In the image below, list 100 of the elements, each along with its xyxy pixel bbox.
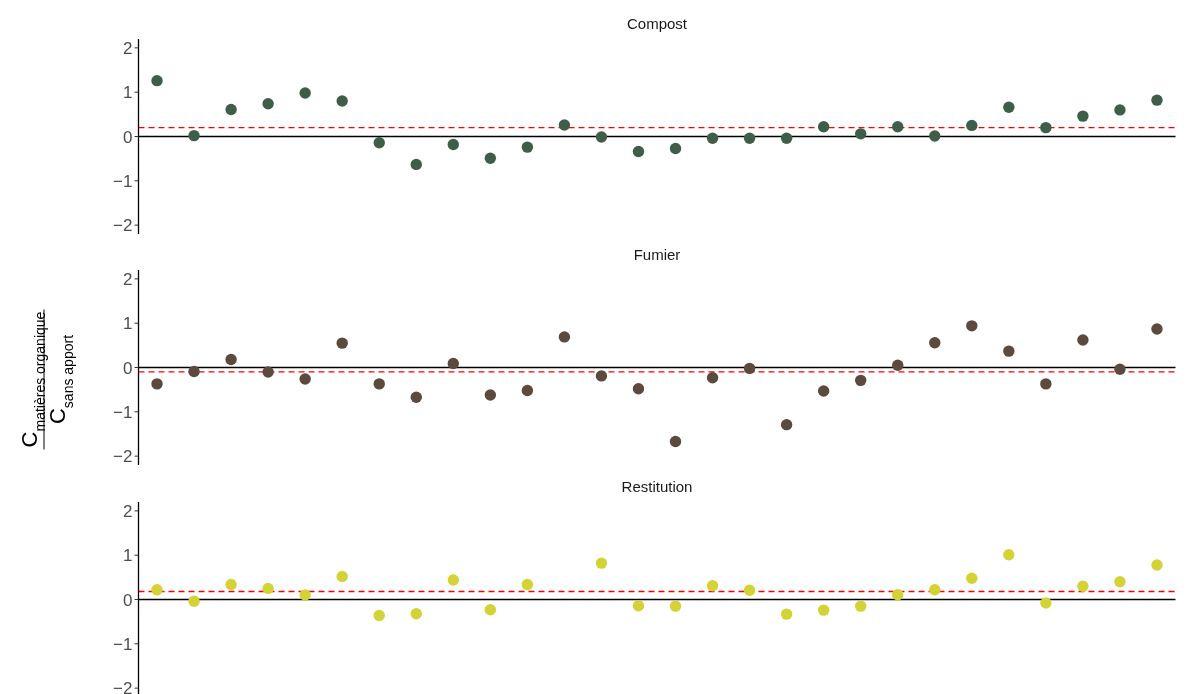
y-tick-label: 2 — [123, 38, 133, 58]
point — [966, 119, 978, 132]
point — [410, 158, 422, 171]
chart-title: Fumier — [633, 246, 681, 264]
y-tick-label: −2 — [113, 447, 133, 467]
point — [336, 570, 348, 582]
point — [780, 608, 793, 620]
point — [743, 584, 756, 596]
y-tick-label: 2 — [123, 270, 133, 290]
point — [817, 604, 830, 616]
point — [1151, 558, 1163, 571]
point — [1114, 575, 1126, 588]
point — [669, 142, 682, 155]
point — [373, 378, 385, 390]
point — [632, 145, 645, 158]
point — [743, 132, 756, 144]
point — [410, 607, 422, 619]
point — [299, 588, 311, 601]
point — [966, 572, 978, 584]
point — [966, 320, 978, 332]
point — [188, 595, 200, 607]
point — [373, 609, 385, 621]
point — [336, 337, 348, 350]
point — [817, 385, 830, 397]
y-tick-label: 0 — [123, 358, 133, 378]
y-tick-label: 1 — [123, 314, 133, 334]
point — [1077, 334, 1089, 347]
point — [892, 121, 904, 133]
point — [1151, 323, 1163, 335]
point — [892, 588, 904, 600]
point — [669, 600, 682, 612]
point — [151, 74, 163, 87]
point — [151, 378, 163, 390]
point — [484, 603, 497, 615]
point — [595, 370, 608, 382]
point — [855, 374, 867, 387]
point — [484, 152, 497, 164]
y-tick-label: 1 — [123, 83, 133, 103]
y-tick-label: −2 — [113, 216, 133, 236]
point — [929, 337, 941, 349]
point — [188, 366, 200, 378]
point — [929, 130, 941, 142]
point — [855, 600, 867, 612]
point — [706, 579, 719, 592]
point — [595, 557, 608, 569]
y-tick-label: 2 — [123, 501, 133, 521]
point — [225, 103, 237, 116]
point — [373, 137, 385, 149]
point — [1040, 596, 1052, 609]
point — [706, 372, 719, 384]
point — [1114, 363, 1126, 376]
y-tick-label: −2 — [113, 678, 133, 694]
point — [929, 583, 941, 596]
point — [336, 95, 348, 107]
point — [1077, 580, 1089, 592]
point — [521, 578, 534, 590]
point — [1003, 101, 1015, 113]
point — [1003, 548, 1015, 561]
y-tick-label: −1 — [113, 171, 133, 191]
point — [892, 359, 904, 372]
point — [1077, 110, 1089, 122]
point — [262, 366, 274, 378]
point — [521, 385, 534, 397]
point — [484, 389, 497, 401]
point — [447, 573, 459, 586]
point — [262, 582, 274, 594]
point — [447, 138, 459, 151]
point — [1003, 345, 1015, 358]
point — [558, 331, 571, 343]
point — [743, 362, 756, 375]
point — [855, 128, 867, 140]
point — [225, 578, 237, 590]
point — [706, 132, 719, 144]
point — [817, 121, 830, 133]
point — [299, 87, 311, 99]
point — [632, 599, 645, 611]
chart-title: Restitution — [621, 477, 693, 495]
point — [262, 98, 274, 110]
y-tick-label: 0 — [123, 127, 133, 147]
point — [1040, 121, 1052, 134]
y-tick-label: 1 — [123, 545, 133, 565]
point — [1151, 94, 1163, 106]
point — [447, 358, 459, 370]
point — [410, 391, 422, 404]
y-tick-label: −1 — [113, 634, 133, 654]
point — [225, 354, 237, 366]
y-tick-label: 0 — [123, 590, 133, 610]
point — [558, 119, 571, 131]
y-tick-label: −1 — [113, 403, 133, 423]
point — [669, 436, 682, 448]
point — [1040, 378, 1052, 390]
point — [780, 419, 793, 431]
chart-title: Compost — [626, 15, 688, 32]
point — [595, 131, 608, 143]
point — [299, 373, 311, 386]
point — [780, 132, 793, 144]
point — [151, 583, 163, 596]
point — [632, 383, 645, 395]
point — [1114, 104, 1126, 116]
point — [188, 129, 200, 142]
